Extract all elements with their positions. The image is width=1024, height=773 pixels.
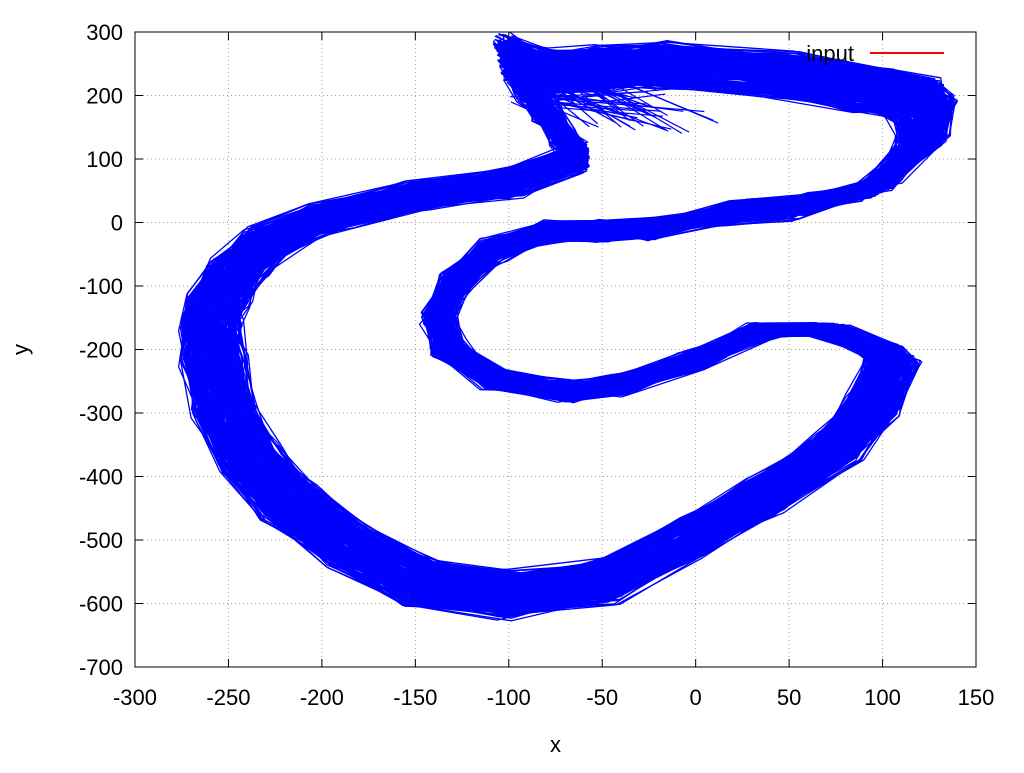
x-tick-label: 100 [864, 685, 901, 710]
x-tick-label: -250 [206, 685, 250, 710]
y-tick-label: -400 [79, 465, 123, 490]
x-tick-label: 0 [690, 685, 702, 710]
y-axis-label: y [8, 344, 33, 355]
y-tick-label: -600 [79, 592, 123, 617]
x-tick-label: -100 [487, 685, 531, 710]
y-tick-label: -700 [79, 655, 123, 680]
x-axis-label: x [550, 732, 561, 757]
y-tick-label: 100 [86, 147, 123, 172]
x-tick-label: 50 [777, 685, 801, 710]
x-tick-label: 150 [958, 685, 995, 710]
y-tick-label: -100 [79, 274, 123, 299]
legend-label-input: input [806, 41, 854, 66]
x-tick-label: -50 [586, 685, 618, 710]
x-tick-label: -150 [393, 685, 437, 710]
x-tick-label: -200 [300, 685, 344, 710]
x-tick-label: -300 [113, 685, 157, 710]
series-layer [179, 32, 958, 621]
y-tick-label: -500 [79, 528, 123, 553]
y-tick-label: -300 [79, 401, 123, 426]
y-tick-label: 0 [111, 211, 123, 236]
y-tick-label: 300 [86, 20, 123, 45]
y-tick-label: -200 [79, 338, 123, 363]
y-tick-label: 200 [86, 84, 123, 109]
